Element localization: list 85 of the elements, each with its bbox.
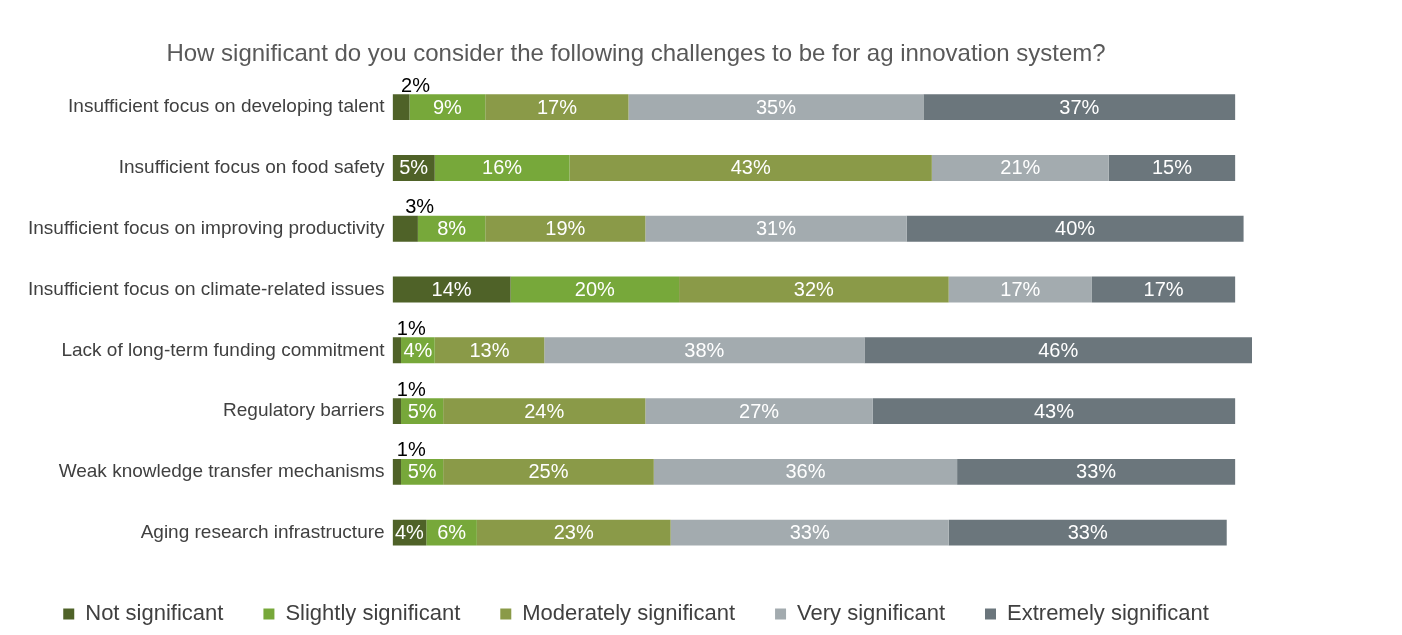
data-label: 27% <box>739 399 780 422</box>
data-label: 4% <box>403 338 433 361</box>
data-label: 33% <box>789 521 830 544</box>
bar <box>645 215 907 242</box>
bar <box>948 519 1227 546</box>
data-label: 14% <box>431 278 472 301</box>
data-label: 17% <box>536 95 578 118</box>
bar <box>1108 155 1236 181</box>
bar <box>544 337 865 364</box>
y-tick-label: Aging research infrastructure <box>140 520 385 542</box>
legend-label: Moderately significant <box>522 600 736 626</box>
bar <box>645 398 873 424</box>
data-label: 3% <box>405 195 435 218</box>
data-label: 1% <box>396 316 426 339</box>
bar <box>931 155 1109 181</box>
legend-label: Not significant <box>85 600 224 626</box>
data-label: 6% <box>437 521 467 544</box>
bar <box>434 155 570 181</box>
data-label: 17% <box>1143 278 1184 301</box>
data-label: 21% <box>1000 156 1041 179</box>
bar <box>906 215 1244 242</box>
bar <box>392 337 402 364</box>
bar <box>948 276 1092 303</box>
y-tick-label: Insufficient focus on food safety <box>118 156 386 178</box>
data-label: 16% <box>482 156 523 179</box>
legend-label: Extremely significant <box>1007 600 1209 626</box>
y-tick-label: Insufficient focus on climate-related issues <box>27 277 385 299</box>
y-tick-label: Weak knowledge transfer mechanisms <box>58 460 385 482</box>
data-label: 37% <box>1059 95 1100 118</box>
data-label: 13% <box>469 338 510 361</box>
data-label: 1% <box>396 377 426 400</box>
data-label: 40% <box>1055 217 1096 240</box>
data-label: 35% <box>755 95 797 118</box>
bar <box>476 519 671 546</box>
bar <box>628 94 924 121</box>
data-label: 43% <box>730 156 771 179</box>
data-label: 24% <box>524 399 565 422</box>
data-label: 31% <box>755 217 797 240</box>
bar <box>443 398 646 424</box>
bar <box>653 458 958 485</box>
data-label: 4% <box>395 521 425 544</box>
data-label: 33% <box>1067 521 1108 544</box>
y-tick-label: Lack of long-term funding commitment <box>61 338 386 360</box>
data-label: 20% <box>574 278 616 301</box>
legend-label: Slightly significant <box>285 600 461 626</box>
legend-label: Very significant <box>797 600 946 626</box>
y-tick-label: Insufficient focus on developing talent <box>68 95 386 117</box>
bar <box>392 398 402 424</box>
bar <box>1091 276 1236 303</box>
bar <box>864 337 1252 364</box>
bar <box>485 215 646 242</box>
data-label: 25% <box>528 460 569 483</box>
data-label: 33% <box>1076 460 1117 483</box>
data-label: 38% <box>684 338 725 361</box>
bar <box>392 215 418 242</box>
data-label: 1% <box>396 438 426 461</box>
bar <box>679 276 949 303</box>
data-label: 43% <box>1033 399 1075 422</box>
y-tick-label: Regulatory barriers <box>223 399 385 421</box>
data-label: 23% <box>553 521 594 544</box>
data-label: 36% <box>785 460 826 483</box>
bar <box>957 458 1236 485</box>
bar <box>569 155 932 181</box>
chart-title: How significant do you consider the following challenges to be for ag innovation system? <box>166 39 1106 67</box>
bar <box>443 458 654 485</box>
data-label: 17% <box>1000 278 1041 301</box>
data-label: 9% <box>432 95 463 118</box>
data-label: 5% <box>407 460 437 483</box>
bar <box>670 519 949 546</box>
data-label: 32% <box>793 278 835 301</box>
bar <box>392 458 402 485</box>
bar <box>872 398 1236 424</box>
data-label: 15% <box>1151 156 1193 179</box>
data-label: 2% <box>401 73 431 96</box>
bar <box>923 94 1236 121</box>
data-label: 8% <box>437 217 467 240</box>
bar <box>485 94 629 121</box>
bar <box>510 276 680 303</box>
y-tick-label: Insufficient focus on improving productivity <box>27 216 386 238</box>
data-label: 19% <box>545 217 586 240</box>
data-label: 46% <box>1038 338 1079 361</box>
data-label: 5% <box>407 399 437 422</box>
data-label: 5% <box>399 156 429 179</box>
bar <box>434 337 545 364</box>
bar <box>392 94 410 121</box>
